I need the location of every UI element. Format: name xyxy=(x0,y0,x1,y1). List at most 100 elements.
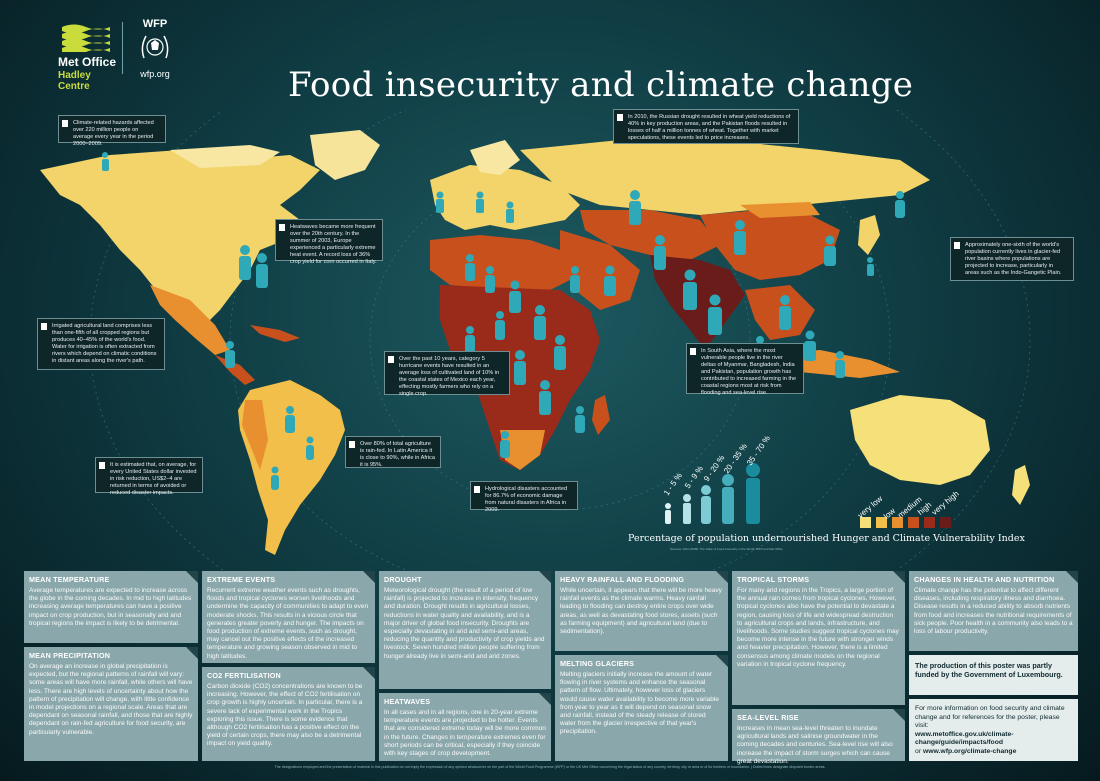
poster-title: Food insecurity and climate change xyxy=(288,64,914,105)
world-map xyxy=(40,110,1031,570)
panel-corner-icon xyxy=(186,647,198,659)
person-icon xyxy=(895,191,905,218)
callout-hazards: Climate-related hazards affected over 22… xyxy=(58,115,166,147)
person-icon xyxy=(256,253,268,288)
disclaimer-footer: The designations employed and the presen… xyxy=(274,765,826,769)
panel-extreme-events: EXTREME EVENTS Recurrent extreme weather… xyxy=(202,571,375,663)
panel-sea-level-rise: SEA-LEVEL RISE Increases in mean sea-lev… xyxy=(732,709,905,765)
person-icon xyxy=(476,191,484,213)
quote-marker-icon xyxy=(474,486,480,493)
met-office-waves-icon xyxy=(62,24,110,52)
quote-marker-icon xyxy=(41,323,47,330)
callout-glacier: Approximately one-sixth of the world's p… xyxy=(950,237,1074,281)
panel-corner-icon xyxy=(716,655,728,667)
quote-marker-icon xyxy=(954,242,960,249)
greenland xyxy=(310,130,380,180)
person-icon xyxy=(465,254,475,281)
met-office-link[interactable]: www.metoffice.gov.uk/climate-change/guid… xyxy=(915,730,1014,747)
callout-irrigated: Irrigated agricultural land comprises le… xyxy=(37,318,165,370)
callout-hydro: Hydrological disasters accounted for 86.… xyxy=(470,481,578,513)
quote-marker-icon xyxy=(388,356,394,363)
mongolia xyxy=(740,202,820,218)
person-icon xyxy=(285,406,295,433)
callout-rainfed: Over 80% of total agriculture is rain-fe… xyxy=(345,436,441,468)
vulnerability-swatch xyxy=(940,517,951,528)
person-icon xyxy=(271,466,279,490)
panel-corner-icon xyxy=(539,571,551,583)
person-icon xyxy=(534,305,546,340)
person-icon xyxy=(835,351,845,378)
person-icon xyxy=(465,326,475,355)
quote-marker-icon xyxy=(279,224,285,231)
person-icon xyxy=(306,436,314,460)
latitude-rings xyxy=(89,110,1031,570)
madagascar xyxy=(592,395,610,435)
person-icon xyxy=(485,266,495,293)
panel-corner-icon xyxy=(363,667,375,679)
person-icon xyxy=(804,330,816,361)
scandinavia xyxy=(470,140,520,175)
person-icon xyxy=(575,406,585,433)
wfp-name: WFP xyxy=(142,18,168,30)
person-icon xyxy=(604,265,616,296)
wfp-emblem-icon xyxy=(141,35,169,59)
person-icon xyxy=(539,380,551,415)
population-markers xyxy=(102,152,905,490)
panel-corner-icon xyxy=(893,571,905,583)
europe xyxy=(430,165,580,230)
central-asia xyxy=(580,210,720,260)
callout-dollar: It is estimated that, on average, for ev… xyxy=(95,457,203,496)
vulnerability-swatch xyxy=(876,517,887,528)
wfp-logo: WFP wfp.org xyxy=(132,18,178,79)
person-icon xyxy=(734,220,746,255)
person-icon xyxy=(779,295,791,330)
panel-corner-icon xyxy=(893,709,905,721)
population-legend-title: Percentage of population undernourished xyxy=(628,533,829,544)
mexico xyxy=(150,285,230,355)
quote-marker-icon xyxy=(617,114,623,121)
person-icon xyxy=(867,257,874,276)
wfp-link[interactable]: www.wfp.org/climate-change xyxy=(922,747,1017,755)
vulnerability-swatch xyxy=(892,517,903,528)
north-america xyxy=(40,150,320,325)
andes-region xyxy=(242,400,268,470)
quote-marker-icon xyxy=(690,348,696,355)
person-icon xyxy=(495,311,505,340)
person-icon xyxy=(570,266,580,293)
more-info: For more information on food security an… xyxy=(909,699,1078,761)
person-icon xyxy=(506,201,514,223)
person-icon xyxy=(102,152,109,171)
panel-heatwaves: HEATWAVES In all cases and in all region… xyxy=(379,693,551,761)
panel-corner-icon xyxy=(186,571,198,583)
panel-corner-icon xyxy=(363,571,375,583)
panel-corner-icon xyxy=(539,693,551,705)
africa-south xyxy=(500,430,545,470)
person-icon xyxy=(629,190,641,225)
callout-hurricanes: Over the past 10 years, category 5 hurri… xyxy=(384,351,510,397)
person-icon xyxy=(225,341,235,368)
panel-melting-glaciers: MELTING GLACIERS Melting glaciers initia… xyxy=(555,655,728,761)
met-office-sub: Hadley Centre xyxy=(58,70,91,92)
population-legend-figures xyxy=(665,463,760,524)
person-icon xyxy=(654,235,666,270)
caribbean xyxy=(250,325,300,342)
panel-co2-fertilisation: CO2 FERTILISATION Carbon dioxide (CO2) c… xyxy=(202,667,375,761)
panel-corner-icon xyxy=(1066,571,1078,583)
canada-north xyxy=(170,145,280,168)
quote-marker-icon xyxy=(62,120,68,127)
panel-drought: DROUGHT Meteorological drought (the resu… xyxy=(379,571,551,689)
russia xyxy=(520,140,930,215)
panel-mean-temperature: MEAN TEMPERATURE Average temperatures ar… xyxy=(24,571,198,643)
panel-mean-precipitation: MEAN PRECIPITATION On average an increas… xyxy=(24,647,198,761)
quote-marker-icon xyxy=(349,441,355,448)
japan xyxy=(858,215,880,255)
logo-divider xyxy=(122,22,123,74)
australia xyxy=(850,395,990,485)
quote-marker-icon xyxy=(99,462,105,469)
vulnerability-swatch xyxy=(924,517,935,528)
china xyxy=(700,210,840,280)
person-icon xyxy=(239,245,251,280)
person-icon xyxy=(509,280,521,313)
vulnerability-legend-swatches xyxy=(860,517,951,528)
